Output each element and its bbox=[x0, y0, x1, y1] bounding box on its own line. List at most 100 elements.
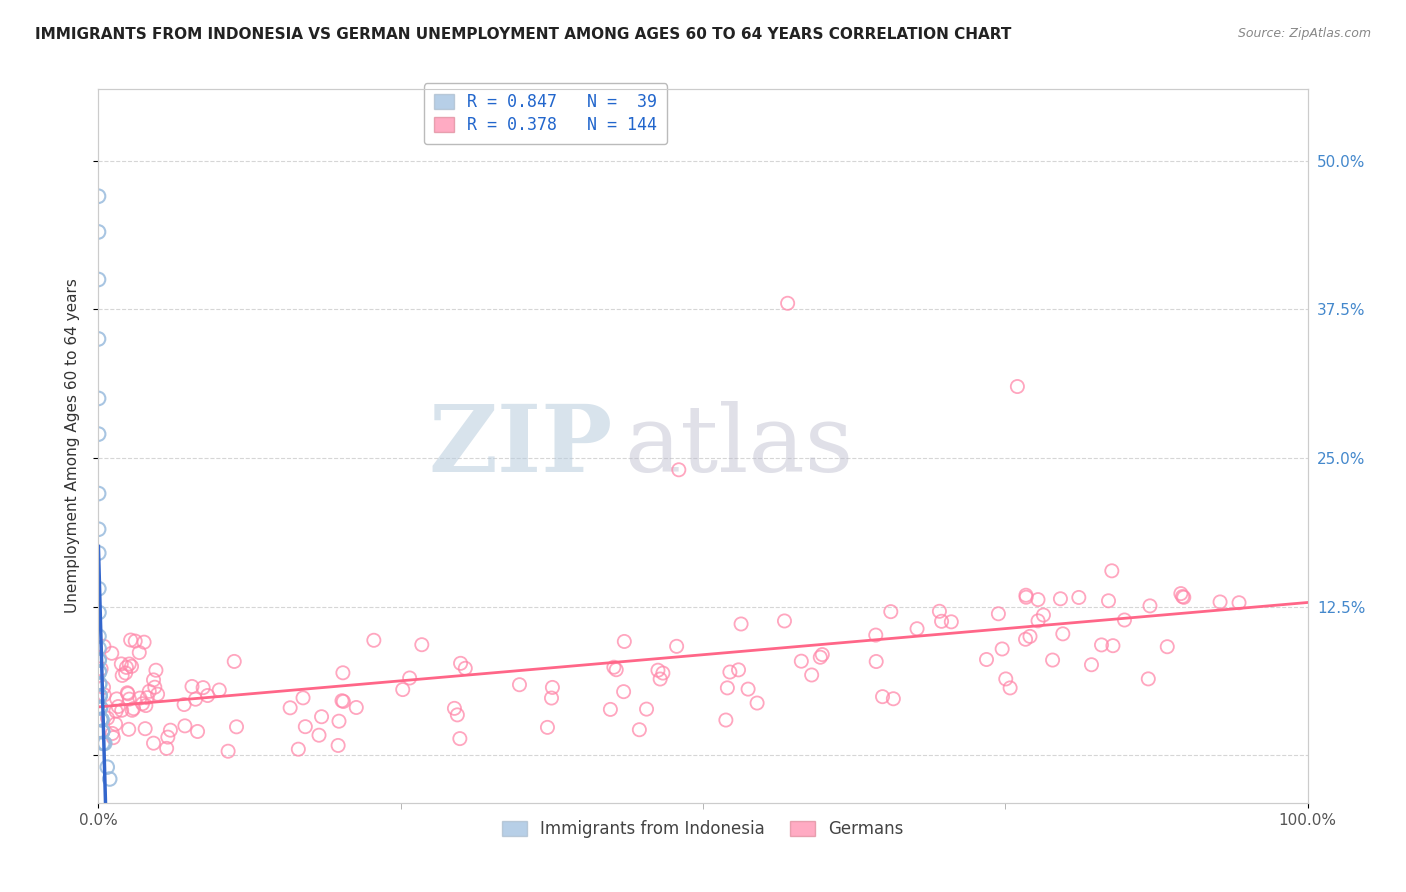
Point bbox=[87, 225, 110, 239]
Point bbox=[446, 707, 468, 722]
Point bbox=[278, 701, 301, 715]
Point bbox=[90, 713, 112, 727]
Point bbox=[91, 724, 114, 739]
Point bbox=[115, 660, 138, 674]
Point bbox=[87, 629, 110, 643]
Point bbox=[114, 665, 136, 680]
Point bbox=[613, 684, 636, 698]
Point bbox=[449, 731, 471, 746]
Point bbox=[117, 687, 139, 701]
Point bbox=[668, 463, 690, 477]
Point bbox=[122, 701, 145, 715]
Point bbox=[89, 665, 111, 679]
Point bbox=[87, 546, 110, 560]
Point bbox=[536, 720, 558, 734]
Point bbox=[311, 709, 333, 723]
Point bbox=[636, 702, 658, 716]
Point bbox=[132, 635, 155, 649]
Point bbox=[1042, 653, 1064, 667]
Point bbox=[928, 604, 950, 618]
Point bbox=[1007, 379, 1029, 393]
Point bbox=[1019, 629, 1042, 643]
Point bbox=[363, 633, 385, 648]
Point bbox=[89, 689, 111, 703]
Point bbox=[91, 724, 114, 739]
Point bbox=[991, 642, 1014, 657]
Point bbox=[1156, 640, 1178, 654]
Point bbox=[89, 677, 111, 691]
Text: IMMIGRANTS FROM INDONESIA VS GERMAN UNEMPLOYMENT AMONG AGES 60 TO 64 YEARS CORRE: IMMIGRANTS FROM INDONESIA VS GERMAN UNEM… bbox=[35, 27, 1011, 42]
Point bbox=[89, 665, 111, 679]
Point bbox=[91, 724, 114, 739]
Point bbox=[1137, 672, 1160, 686]
Y-axis label: Unemployment Among Ages 60 to 64 years: Unemployment Among Ages 60 to 64 years bbox=[65, 278, 80, 614]
Point bbox=[976, 652, 998, 666]
Point bbox=[730, 617, 752, 632]
Point bbox=[184, 692, 207, 706]
Point bbox=[142, 736, 165, 750]
Point bbox=[773, 614, 796, 628]
Point bbox=[1049, 591, 1071, 606]
Point bbox=[186, 724, 208, 739]
Point bbox=[880, 605, 903, 619]
Point bbox=[138, 684, 160, 698]
Point bbox=[287, 742, 309, 756]
Point bbox=[136, 690, 159, 705]
Point bbox=[718, 665, 741, 679]
Point bbox=[745, 696, 768, 710]
Point bbox=[714, 713, 737, 727]
Point bbox=[217, 744, 239, 758]
Point bbox=[1171, 590, 1194, 604]
Point bbox=[173, 698, 195, 712]
Point bbox=[142, 673, 165, 687]
Point bbox=[931, 615, 953, 629]
Point bbox=[391, 682, 413, 697]
Point bbox=[93, 736, 115, 750]
Point bbox=[131, 697, 153, 711]
Point bbox=[790, 654, 813, 668]
Point bbox=[89, 700, 111, 714]
Text: atlas: atlas bbox=[624, 401, 853, 491]
Point bbox=[1026, 592, 1049, 607]
Point bbox=[665, 640, 688, 654]
Text: Source: ZipAtlas.com: Source: ZipAtlas.com bbox=[1237, 27, 1371, 40]
Point bbox=[541, 681, 564, 695]
Point bbox=[1101, 564, 1123, 578]
Point bbox=[101, 726, 124, 740]
Point bbox=[89, 689, 111, 703]
Point bbox=[93, 640, 115, 654]
Point bbox=[197, 689, 219, 703]
Point bbox=[344, 700, 367, 714]
Point bbox=[1209, 595, 1232, 609]
Point bbox=[174, 719, 197, 733]
Point bbox=[87, 606, 110, 620]
Point bbox=[800, 668, 823, 682]
Point bbox=[87, 189, 110, 203]
Point bbox=[87, 641, 110, 656]
Point bbox=[128, 691, 150, 706]
Point bbox=[605, 663, 627, 677]
Point bbox=[1170, 586, 1192, 600]
Point bbox=[865, 655, 887, 669]
Point bbox=[332, 694, 354, 708]
Point bbox=[145, 663, 167, 677]
Point bbox=[135, 698, 157, 713]
Point bbox=[905, 622, 928, 636]
Point bbox=[111, 703, 134, 717]
Point bbox=[1114, 613, 1136, 627]
Point bbox=[120, 633, 142, 648]
Point bbox=[96, 760, 118, 774]
Point bbox=[808, 650, 831, 665]
Point bbox=[224, 655, 246, 669]
Point bbox=[87, 427, 110, 442]
Point bbox=[156, 730, 179, 744]
Point bbox=[650, 672, 672, 686]
Point bbox=[1015, 591, 1038, 605]
Point bbox=[104, 704, 127, 718]
Point bbox=[398, 671, 420, 685]
Point bbox=[90, 662, 112, 676]
Point bbox=[443, 701, 465, 715]
Point bbox=[146, 687, 169, 701]
Point bbox=[628, 723, 651, 737]
Point bbox=[1014, 632, 1036, 647]
